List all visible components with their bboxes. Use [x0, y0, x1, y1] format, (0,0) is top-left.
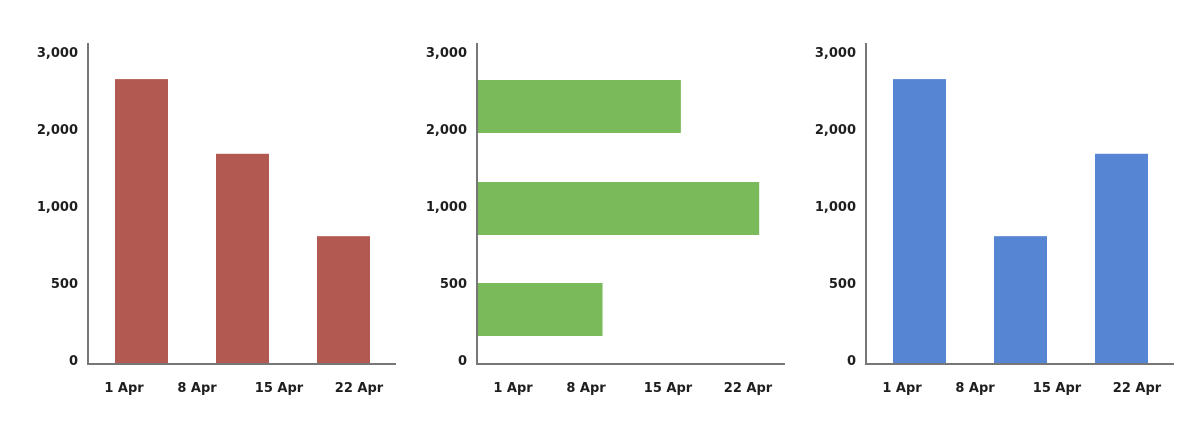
y-tick-label: 2,000 — [426, 123, 467, 138]
y-tick-label: 3,000 — [815, 46, 856, 61]
bar — [994, 236, 1047, 364]
y-tick-label: 0 — [458, 354, 467, 369]
y-tick-label: 0 — [847, 354, 856, 369]
bar — [477, 182, 760, 235]
y-tick-label: 3,000 — [426, 46, 467, 61]
y-tick-label: 500 — [440, 277, 467, 292]
bar — [1095, 153, 1148, 364]
y-tick-label: 1,000 — [815, 200, 856, 215]
x-tick-label: 1 Apr — [493, 381, 533, 396]
y-tick-label: 3,000 — [37, 46, 78, 61]
bar — [115, 79, 168, 364]
y-tick-label: 500 — [51, 277, 78, 292]
x-tick-label: 22 Apr — [724, 381, 773, 396]
x-tick-label: 1 Apr — [104, 381, 144, 396]
x-tick-label: 15 Apr — [255, 381, 304, 396]
x-tick-label: 8 Apr — [566, 381, 606, 396]
x-tick-label: 1 Apr — [882, 381, 922, 396]
chart-3: 0 500 1,000 2,000 3,000 1 Apr 8 Apr 15 Apr 22 Ap… — [815, 43, 1174, 396]
y-tick-label: 500 — [829, 277, 856, 292]
x-tick-label: 22 Apr — [335, 381, 384, 396]
x-tick-label: 8 Apr — [177, 381, 217, 396]
y-tick-label: 1,000 — [37, 200, 78, 215]
bar — [317, 236, 370, 364]
bar — [893, 79, 946, 364]
y-tick-label: 1,000 — [426, 200, 467, 215]
y-tick-label: 2,000 — [37, 123, 78, 138]
x-tick-label: 15 Apr — [644, 381, 693, 396]
chart-2: 0 500 1,000 2,000 3,000 1 Apr 8 Apr 15 Apr 22 Ap… — [426, 43, 785, 396]
bar — [477, 283, 603, 336]
x-tick-label: 22 Apr — [1113, 381, 1162, 396]
x-tick-label: 15 Apr — [1033, 381, 1082, 396]
chart-1: 0 500 1,000 2,000 3,000 1 Apr 8 Apr 15 Apr 22 Ap… — [37, 43, 396, 396]
y-tick-label: 0 — [69, 354, 78, 369]
bar — [216, 153, 269, 364]
x-tick-label: 8 Apr — [955, 381, 995, 396]
bar — [477, 80, 681, 133]
y-tick-label: 2,000 — [815, 123, 856, 138]
